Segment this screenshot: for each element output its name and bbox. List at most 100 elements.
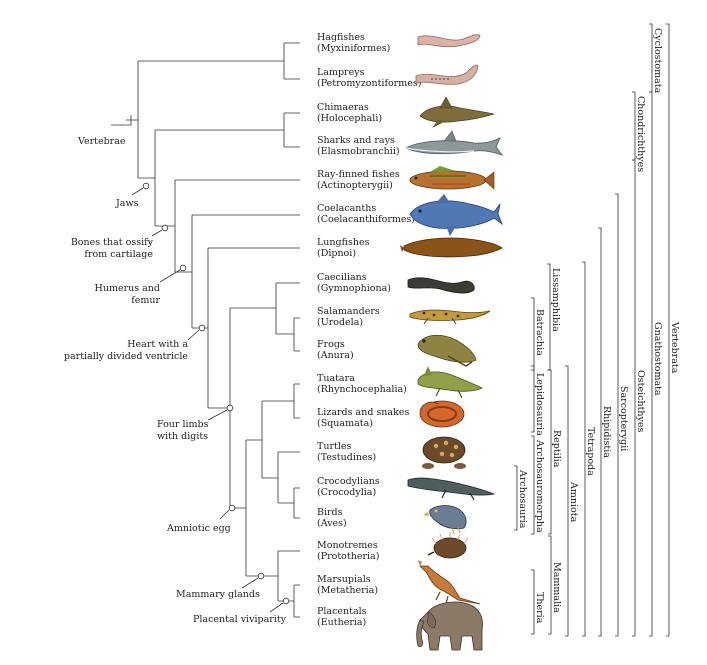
taxon-label: Coelacanths (Coelacanthiformes)	[317, 203, 415, 225]
branch	[283, 42, 300, 80]
taxon-label: Placentals (Eutheria)	[317, 606, 367, 628]
clade-label-batrachia: Batrachia	[534, 309, 545, 356]
clade-bar	[531, 297, 535, 371]
clade-bar	[598, 227, 602, 637]
clade-label-mammalia: Mammalia	[551, 562, 562, 613]
clade-label-sarcopterygii: Sarcopterygii	[618, 386, 629, 451]
taxon-label: Hagfishes (Myxiniformes)	[317, 32, 390, 54]
lamprey-icon	[415, 64, 479, 85]
character-node	[226, 404, 234, 412]
clade-bar	[649, 91, 653, 637]
bird-icon	[423, 505, 467, 535]
character-leader	[269, 602, 284, 613]
clade-bar	[531, 569, 535, 635]
branch	[277, 451, 300, 504]
clade-brackets: Lissamphibia Batrachia Lepidosauria Arch…	[514, 23, 680, 637]
snake-icon	[419, 400, 465, 428]
clade-label-lepidosauria: Lepidosauria	[534, 373, 545, 436]
branch	[293, 487, 300, 519]
taxon-label: Salamanders (Urodela)	[317, 306, 380, 328]
character-labels: Vertebrae Jaws Bones that ossify from car…	[64, 136, 287, 625]
branch	[293, 584, 300, 618]
tree-branches	[126, 42, 300, 618]
taxon-label: Marsupials (Metatheria)	[317, 574, 378, 596]
coelacanth-icon	[409, 194, 503, 236]
taxon-label: Crocodylians (Crocodylia)	[317, 476, 380, 498]
clade-label-archosauromorpha: Archosauromorpha	[534, 439, 545, 533]
taxon-label: Tuatara (Rhynchocephalia)	[317, 373, 407, 395]
taxon-label: Sharks and rays (Elasmobranchii)	[317, 135, 400, 157]
crocodile-icon	[407, 477, 496, 501]
character-label-placental-viviparity: Placental viviparity	[193, 614, 287, 625]
animal-illustrations	[400, 34, 504, 651]
character-leader	[219, 509, 230, 520]
clade-bar	[632, 159, 636, 637]
taxon-label: Ray-finned fishes (Actinopterygii)	[317, 169, 400, 191]
taxon-label: Caecilians (Gymnophiona)	[317, 272, 391, 294]
kangaroo-icon	[418, 560, 481, 605]
clade-bar	[514, 465, 518, 531]
character-node	[282, 597, 290, 605]
branch	[283, 112, 300, 148]
clade-bar	[666, 23, 670, 637]
chimaera-icon	[419, 96, 495, 128]
character-label-jaws: Jaws	[115, 198, 139, 209]
lungfish-icon	[400, 237, 503, 258]
echidna-icon	[427, 532, 469, 559]
character-node	[228, 504, 236, 512]
clade-label-lissamphibia: Lissamphibia	[550, 268, 561, 332]
taxon-label: Birds (Aves)	[317, 507, 347, 529]
clade-bar	[548, 535, 552, 635]
clade-bar	[531, 435, 535, 535]
character-label-vertebrae: Vertebrae	[77, 136, 126, 147]
clade-bar	[615, 193, 619, 637]
clade-bar	[547, 263, 551, 371]
taxon-label: Turtles (Testudines)	[317, 441, 376, 463]
character-node	[179, 264, 187, 272]
clade-label-chondrichthyes: Chondrichthyes	[635, 96, 646, 172]
branch	[261, 400, 294, 479]
shark-icon	[405, 130, 504, 156]
character-label-four-limbs: Four limbs with digits	[157, 419, 209, 442]
branch	[293, 383, 300, 419]
character-label-mammary-glands: Mammary glands	[176, 589, 260, 600]
branch	[275, 282, 300, 335]
hagfish-icon	[417, 34, 481, 48]
clade-bar	[649, 23, 653, 93]
character-label-heart: Heart with a partially divided ventricle	[64, 339, 188, 362]
character-leader	[187, 329, 200, 341]
clade-bar	[548, 369, 552, 535]
turtle-icon	[422, 436, 466, 469]
clade-label-archosauria: Archosauria	[517, 469, 528, 529]
character-leader	[131, 187, 144, 196]
clade-bar	[582, 261, 586, 637]
character-node	[257, 572, 265, 580]
branch	[154, 129, 284, 227]
clade-label-rhipidistia: Rhipidistia	[601, 406, 612, 458]
salamander-icon	[409, 309, 491, 325]
character-node	[198, 324, 206, 332]
clade-label-cyclostomata: Cyclostomata	[652, 28, 663, 94]
clade-label-theria: Theria	[534, 592, 545, 624]
character-label-amniotic-egg: Amniotic egg	[166, 523, 231, 534]
clade-label-tetrapoda: Tetrapoda	[585, 427, 596, 476]
character-leader	[207, 409, 228, 421]
taxon-label: Monotremes (Prototheria)	[317, 540, 379, 562]
taxon-label: Frogs (Anura)	[317, 339, 354, 361]
character-leader	[241, 577, 259, 589]
elephant-icon	[416, 601, 483, 651]
taxon-label: Lizards and snakes (Squamata)	[317, 407, 409, 429]
branch	[293, 317, 300, 352]
clade-label-amniota: Amniota	[568, 481, 579, 523]
branch	[174, 179, 300, 273]
character-node	[161, 224, 169, 232]
branch	[207, 247, 300, 409]
character-leader	[159, 269, 181, 283]
clade-label-vertebrata: Vertebrata	[669, 321, 680, 374]
taxon-labels: Hagfishes (Myxiniformes) Lampreys (Petromy…	[317, 32, 421, 628]
clade-label-osteichthyes: Osteichthyes	[635, 370, 646, 433]
character-leader	[151, 229, 163, 237]
taxon-label: Lampreys (Petromyzontiformes)	[317, 67, 421, 89]
character-label-bones: Bones that ossify from cartilage	[71, 237, 154, 260]
